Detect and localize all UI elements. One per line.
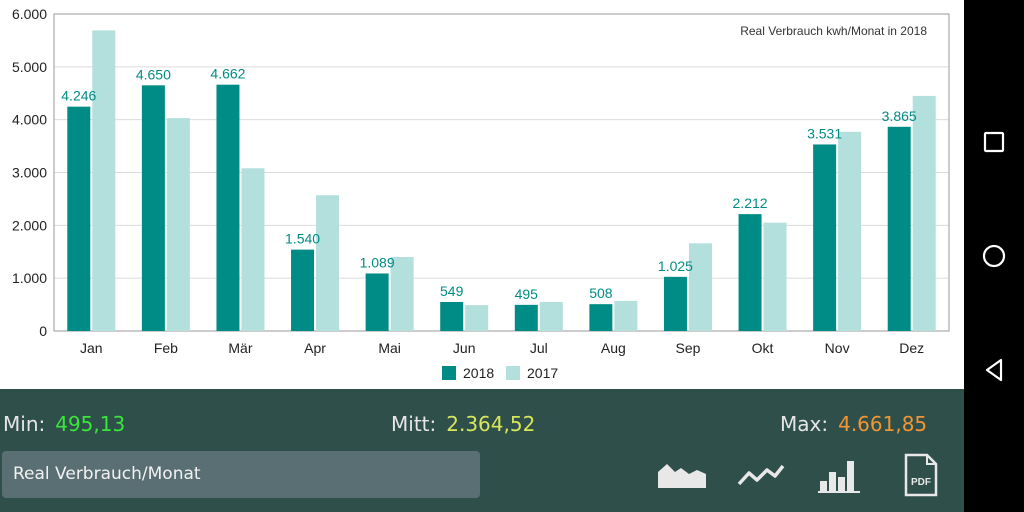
- pdf-icon: PDF: [904, 453, 938, 497]
- legend-label-2017: 2017: [527, 365, 558, 381]
- bar-2017: [763, 222, 787, 331]
- y-tick-label: 1.000: [12, 270, 47, 286]
- bar-chart-icon: [818, 461, 860, 493]
- bar-2017: [390, 257, 414, 331]
- bar-2018: [738, 214, 762, 331]
- area-chart-button[interactable]: [655, 451, 709, 499]
- bar-2018: [663, 276, 687, 331]
- data-label-2018: 4.246: [61, 88, 96, 104]
- bar-2017: [92, 30, 116, 332]
- legend-label-2018: 2018: [463, 365, 494, 381]
- bar-2018: [813, 144, 837, 331]
- android-nav-bar: [964, 0, 1024, 512]
- min-label: Min:: [3, 412, 46, 436]
- bar-2017: [539, 301, 563, 331]
- bar-2018: [141, 85, 165, 331]
- y-tick-label: 6.000: [12, 6, 47, 22]
- x-tick-label: Apr: [304, 340, 326, 356]
- bar-2018: [440, 301, 464, 331]
- app-window: 0 1.000 2.000 3.000 4.000 5.000 6.000 Real Verb…: [0, 0, 964, 512]
- data-label-2018: 4.662: [210, 66, 245, 82]
- data-label-2018: 508: [589, 285, 613, 301]
- bar-2018: [887, 126, 911, 331]
- bar-2017: [688, 243, 712, 331]
- bar-2017: [241, 168, 265, 331]
- bar-2017: [316, 195, 340, 331]
- y-tick-label: 4.000: [12, 112, 47, 128]
- chart-area: 0 1.000 2.000 3.000 4.000 5.000 6.000 Real Verb…: [11, 6, 950, 381]
- data-label-2018: 4.650: [136, 66, 171, 82]
- mitt-label: Mitt:: [391, 412, 437, 436]
- line-chart-button[interactable]: [733, 451, 787, 499]
- x-tick-label: Dez: [899, 340, 924, 356]
- x-tick-label: Jul: [530, 340, 548, 356]
- y-tick-label: 5.000: [12, 59, 47, 75]
- x-tick-label: Mär: [228, 340, 252, 356]
- bar-2018: [216, 84, 240, 331]
- bar-2018: [67, 106, 91, 331]
- line-chart-icon: [737, 464, 785, 486]
- data-label-2018: 1.089: [360, 254, 395, 270]
- x-tick-label: Feb: [154, 340, 178, 356]
- mode-selector-label: Real Verbrauch/Monat: [13, 464, 201, 484]
- max-value: 4.661,85: [838, 412, 928, 436]
- bar-2017: [838, 131, 862, 331]
- max-label: Max:: [780, 412, 829, 436]
- area-chart-icon: [658, 464, 706, 488]
- bar-2017: [912, 95, 936, 332]
- bar-chart-button[interactable]: [813, 451, 867, 499]
- bar-2018: [589, 304, 613, 331]
- back-button[interactable]: [980, 356, 1008, 384]
- stat-mitt: Mitt: 2.364,52: [391, 412, 535, 436]
- legend-swatch-2017: [506, 366, 520, 380]
- data-label-2018: 1.540: [285, 231, 320, 247]
- bar-2018: [514, 304, 538, 331]
- data-label-2018: 2.212: [733, 195, 768, 211]
- legend-swatch-2018: [442, 366, 456, 380]
- data-label-2018: 495: [515, 286, 539, 302]
- bar-2018: [291, 249, 315, 331]
- mitt-value: 2.364,52: [446, 412, 536, 436]
- pdf-label: PDF: [911, 477, 931, 488]
- bar-2017: [166, 118, 190, 331]
- x-tick-label: Sep: [675, 340, 700, 356]
- data-label-2018: 3.531: [807, 125, 842, 141]
- x-tick-label: Mai: [378, 340, 401, 356]
- stat-min: Min: 495,13: [3, 412, 125, 436]
- min-value: 495,13: [55, 412, 126, 436]
- x-tick-label: Jun: [453, 340, 476, 356]
- circle-icon: [982, 244, 1006, 268]
- bar-chart: 0 1.000 2.000 3.000 4.000 5.000 6.000 Real Verb…: [12, 6, 950, 381]
- square-icon: [983, 131, 1005, 153]
- pdf-export-button[interactable]: PDF: [894, 451, 948, 499]
- chart-title: Real Verbrauch kwh/Monat in 2018: [740, 24, 927, 38]
- bar-2017: [465, 305, 489, 331]
- data-label-2018: 3.865: [882, 108, 917, 124]
- x-tick-label: Nov: [825, 340, 850, 356]
- data-label-2018: 549: [440, 283, 464, 299]
- x-tick-label: Okt: [752, 340, 774, 356]
- plot-border: [53, 13, 950, 332]
- recent-apps-button[interactable]: [980, 128, 1008, 156]
- bottom-panel: Min: 495,13 Mitt: 2.364,52 Max: 4.661,85 Re…: [0, 389, 964, 512]
- mode-selector[interactable]: Real Verbrauch/Monat: [2, 451, 480, 498]
- bar-2017: [614, 300, 638, 331]
- y-tick-label: 0: [39, 323, 47, 339]
- x-tick-label: Aug: [601, 340, 626, 356]
- home-button[interactable]: [980, 242, 1008, 270]
- bar-2018: [365, 273, 389, 331]
- x-tick-label: Jan: [80, 340, 103, 356]
- stat-max: Max: 4.661,85: [780, 412, 927, 436]
- y-tick-label: 3.000: [12, 165, 47, 181]
- data-label-2018: 1.025: [658, 258, 693, 274]
- back-triangle-icon: [985, 358, 1003, 382]
- y-tick-label: 2.000: [12, 217, 47, 233]
